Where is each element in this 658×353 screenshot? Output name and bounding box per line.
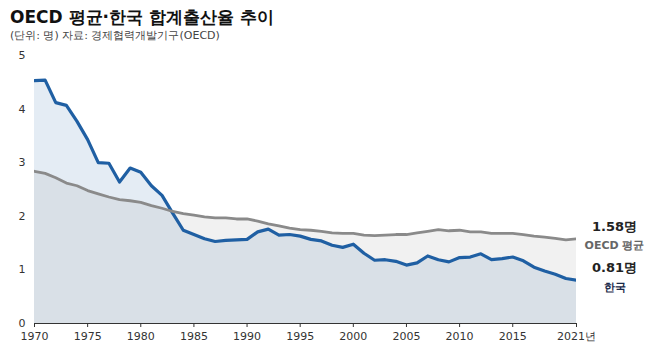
svg-text:5: 5 xyxy=(19,49,26,62)
svg-text:3: 3 xyxy=(19,156,26,169)
svg-text:1990: 1990 xyxy=(233,330,261,343)
svg-text:1980: 1980 xyxy=(127,330,155,343)
svg-text:1995: 1995 xyxy=(286,330,314,343)
svg-text:0: 0 xyxy=(19,317,26,330)
svg-text:1: 1 xyxy=(19,263,26,276)
svg-text:0.81명: 0.81명 xyxy=(592,260,637,275)
svg-text:2005: 2005 xyxy=(392,330,420,343)
svg-text:2010: 2010 xyxy=(446,330,474,343)
html-text:OECD 평균·한국 합계출산율 추이: OECD 평균·한국 합계출산율 추이 xyxy=(10,7,274,27)
svg-text:2000: 2000 xyxy=(339,330,367,343)
svg-text:2: 2 xyxy=(19,210,26,223)
svg-text:OECD 평균: OECD 평균 xyxy=(585,239,645,252)
svg-text:1.58명: 1.58명 xyxy=(592,219,637,234)
svg-text:4: 4 xyxy=(19,103,26,116)
svg-text:2015: 2015 xyxy=(499,330,527,343)
html-text:(단위: 명) 자료: 경제협력개발기구(OECD): (단위: 명) 자료: 경제협력개발기구(OECD) xyxy=(10,29,220,42)
svg-text:1970: 1970 xyxy=(21,330,49,343)
svg-text:1985: 1985 xyxy=(180,330,208,343)
svg-text:2021년: 2021년 xyxy=(557,330,596,343)
svg-text:1975: 1975 xyxy=(74,330,102,343)
svg-text:한국: 한국 xyxy=(604,281,626,294)
